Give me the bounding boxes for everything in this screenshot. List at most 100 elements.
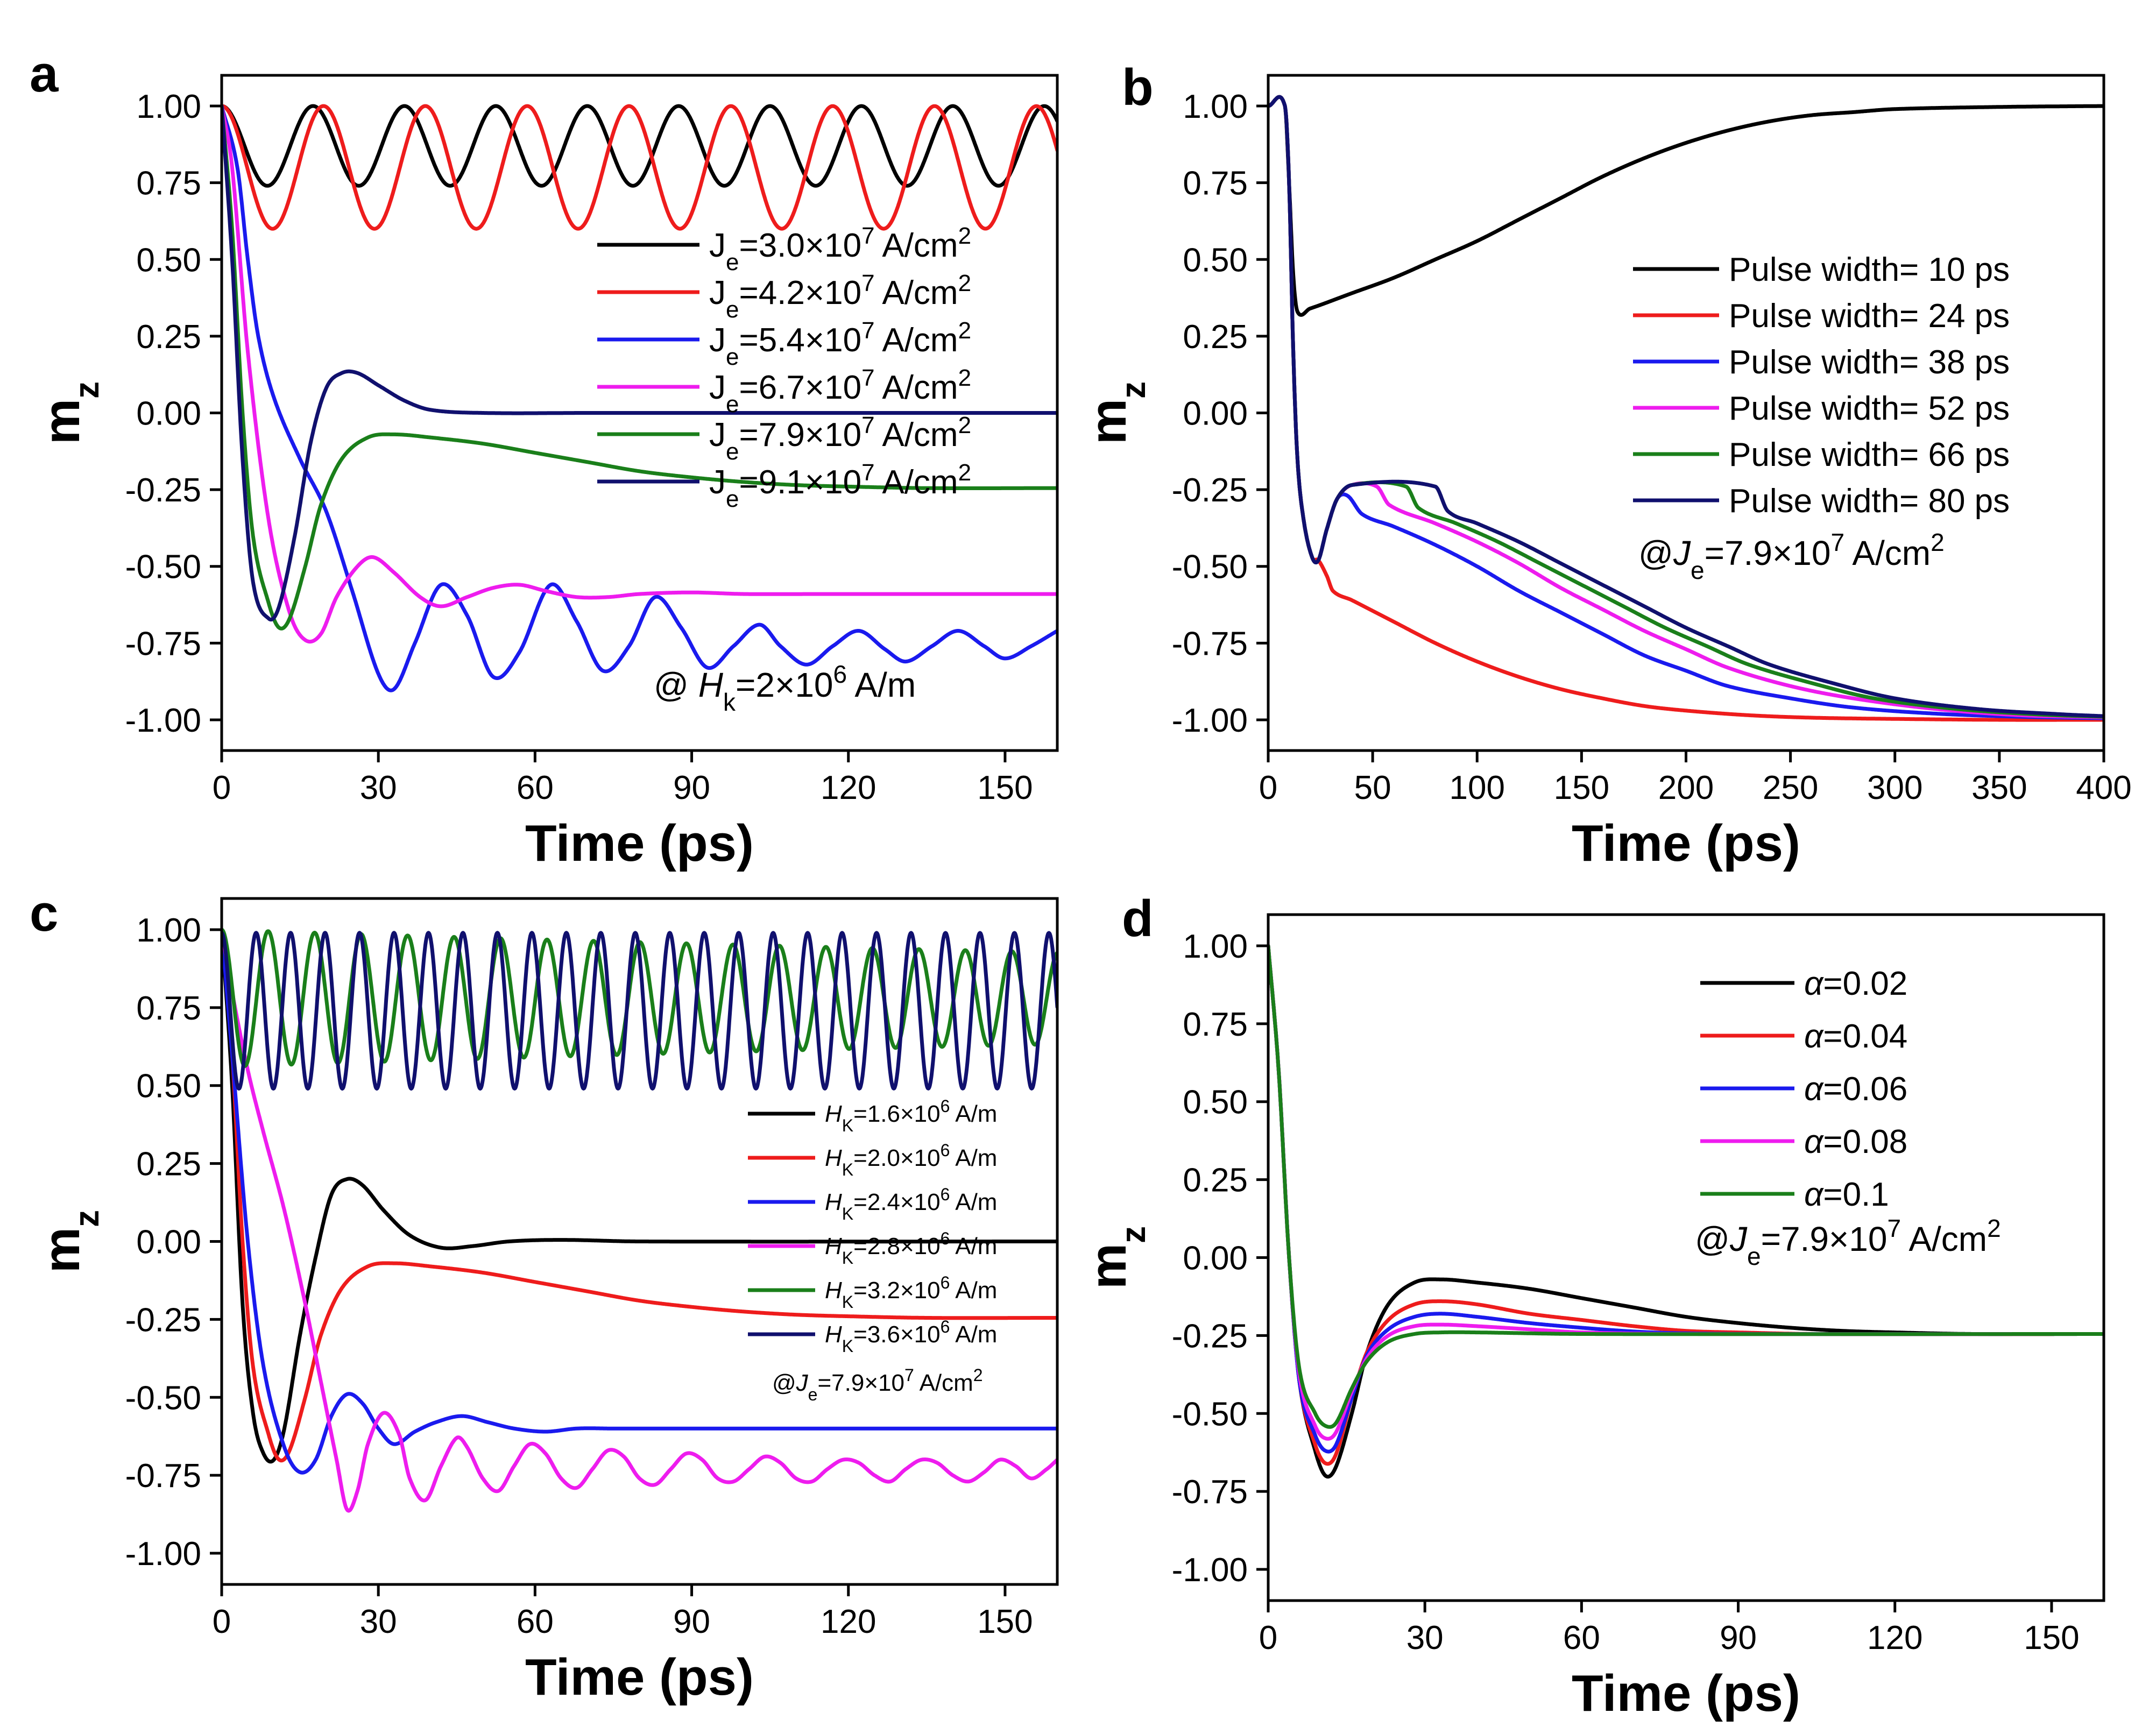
series-line-2 bbox=[222, 928, 1057, 1463]
legend-label-5: Je=7.9×107 A/cm2 bbox=[709, 412, 971, 465]
x-tick-label: 100 bbox=[1450, 769, 1505, 806]
series-line-5 bbox=[1268, 95, 2104, 719]
y-tick-label: -0.75 bbox=[1172, 1474, 1248, 1511]
legend-label-6: Je=9.1×107 A/cm2 bbox=[709, 459, 971, 512]
x-tick-label: 30 bbox=[360, 1603, 397, 1640]
condition-annotation: @ Hk=2×106 A/m bbox=[654, 660, 916, 716]
series-line-5 bbox=[222, 104, 1057, 631]
y-tick-label: -0.75 bbox=[1172, 625, 1248, 662]
x-tick-label: 150 bbox=[977, 769, 1033, 806]
x-tick-label: 30 bbox=[360, 769, 397, 806]
legend: Pulse width= 10 ps Pulse width= 24 ps Puls… bbox=[1633, 251, 2010, 520]
y-axis-title: mz bbox=[33, 1210, 106, 1273]
x-axis-title: Time (ps) bbox=[1572, 815, 1800, 872]
series-line-3 bbox=[1268, 95, 2104, 720]
y-tick-label: -1.00 bbox=[1172, 1552, 1248, 1589]
y-tick-label: 0.25 bbox=[1183, 318, 1248, 356]
series-line-1 bbox=[222, 928, 1057, 1464]
x-axis-title: Time (ps) bbox=[1572, 1665, 1800, 1722]
x-tick-label: 90 bbox=[1720, 1619, 1757, 1657]
y-tick-label: 0.50 bbox=[1183, 1084, 1248, 1121]
series-line-1 bbox=[1268, 95, 2104, 317]
series-line-6 bbox=[1268, 95, 2104, 718]
panel-label-b: b bbox=[1122, 59, 1154, 116]
series-line-3 bbox=[222, 928, 1057, 1475]
legend-label-3: Je=5.4×107 A/cm2 bbox=[709, 317, 971, 370]
condition-annotation: @Je=7.9×107 A/cm2 bbox=[1695, 1214, 2001, 1270]
panel-d: d 0 30 60 90 120 150 1.00 0.75 0.50 0.25 0.00 -0.25 -… bbox=[1079, 890, 2105, 1722]
y-tick-label: -0.50 bbox=[125, 1379, 201, 1417]
x-tick-label: 150 bbox=[977, 1603, 1033, 1640]
y-tick-label: 1.00 bbox=[1183, 928, 1248, 965]
series-line-2 bbox=[1268, 944, 2104, 1466]
y-tick-label: -1.00 bbox=[125, 702, 201, 739]
y-tick-label: -0.50 bbox=[1172, 1396, 1248, 1433]
series-group bbox=[1268, 95, 2104, 722]
legend-label-6: HK=3.6×106 A/m bbox=[825, 1317, 997, 1356]
y-tick-label: -0.25 bbox=[125, 1301, 201, 1339]
series-line-5 bbox=[1268, 944, 2104, 1429]
x-tick-label: 0 bbox=[1259, 1619, 1277, 1657]
x-tick-label: 0 bbox=[213, 769, 231, 806]
x-tick-label: 60 bbox=[517, 1603, 554, 1640]
series-line-3 bbox=[1268, 944, 2104, 1454]
y-tick-label: -0.25 bbox=[125, 472, 201, 509]
y-axis-title: mz bbox=[33, 381, 106, 444]
y-tick-label: 0.75 bbox=[1183, 1006, 1248, 1043]
legend-label-5: Pulse width= 66 ps bbox=[1729, 436, 2010, 473]
x-tick-label: 0 bbox=[1259, 769, 1277, 806]
x-tick-label: 60 bbox=[1563, 1619, 1600, 1657]
y-tick-label: 0.75 bbox=[136, 990, 201, 1027]
y-tick-label: 1.00 bbox=[1183, 88, 1248, 125]
y-tick-label: 0.25 bbox=[1183, 1162, 1248, 1199]
x-axis-title: Time (ps) bbox=[525, 1648, 754, 1706]
y-tick-label: -0.25 bbox=[1172, 1318, 1248, 1355]
y-axis-title: mz bbox=[1079, 381, 1153, 444]
x-tick-label: 200 bbox=[1658, 769, 1714, 806]
series-line-1 bbox=[1268, 944, 2104, 1479]
condition-annotation: @Je=7.9×107 A/cm2 bbox=[1638, 528, 1945, 584]
legend-label-3: α=0.06 bbox=[1804, 1071, 1907, 1108]
x-tick-label: 90 bbox=[673, 769, 710, 806]
legend-label-1: Pulse width= 10 ps bbox=[1729, 251, 2010, 288]
series-line-6 bbox=[222, 104, 1057, 622]
series-line-3 bbox=[222, 104, 1057, 692]
x-tick-label: 250 bbox=[1763, 769, 1818, 806]
series-line-1 bbox=[222, 104, 1057, 188]
x-tick-label: 60 bbox=[517, 769, 554, 806]
legend: HK=1.6×106 A/m HK=2.0×106 A/m HK=2.4×106 A… bbox=[748, 1096, 997, 1356]
condition-annotation: @Je=7.9×107 A/cm2 bbox=[772, 1365, 983, 1404]
x-tick-label: 120 bbox=[1867, 1619, 1922, 1657]
y-tick-label: 0.00 bbox=[136, 395, 201, 433]
y-tick-label: 0.75 bbox=[1183, 165, 1248, 202]
panel-a: a 0 30 60 90 120 150 1.00 0.75 0.50 0.25 0.00 -0.25 -… bbox=[30, 45, 1059, 872]
x-tick-label: 300 bbox=[1867, 769, 1922, 806]
y-tick-label: 0.50 bbox=[136, 1068, 201, 1105]
legend-label-2: Je=4.2×107 A/cm2 bbox=[709, 270, 971, 323]
legend-label-2: α=0.04 bbox=[1804, 1018, 1907, 1055]
x-tick-label: 150 bbox=[2024, 1619, 2079, 1657]
legend-label-3: Pulse width= 38 ps bbox=[1729, 344, 2010, 381]
x-tick-label: 0 bbox=[213, 1603, 231, 1640]
x-tick-label: 350 bbox=[1971, 769, 2027, 806]
y-tick-label: 0.00 bbox=[1183, 395, 1248, 433]
legend-label-4: α=0.08 bbox=[1804, 1123, 1907, 1160]
y-tick-label: 1.00 bbox=[136, 88, 201, 125]
legend-label-4: Je=6.7×107 A/cm2 bbox=[709, 365, 971, 417]
series-line-4 bbox=[222, 928, 1057, 1513]
x-tick-label: 30 bbox=[1406, 1619, 1444, 1657]
series-group bbox=[222, 928, 1057, 1513]
y-tick-label: -0.75 bbox=[125, 625, 201, 662]
x-tick-label: 150 bbox=[1554, 769, 1609, 806]
legend-label-2: Pulse width= 24 ps bbox=[1729, 298, 2010, 335]
x-tick-label: 90 bbox=[673, 1603, 710, 1640]
legend-label-2: HK=2.0×106 A/m bbox=[825, 1141, 997, 1179]
legend-label-4: HK=2.8×106 A/m bbox=[825, 1229, 997, 1268]
y-axis-title: mz bbox=[1079, 1226, 1153, 1289]
y-tick-label: -0.75 bbox=[125, 1457, 201, 1495]
panel-label-a: a bbox=[30, 45, 59, 103]
legend-label-3: HK=2.4×106 A/m bbox=[825, 1185, 997, 1223]
series-line-6 bbox=[222, 931, 1057, 1091]
